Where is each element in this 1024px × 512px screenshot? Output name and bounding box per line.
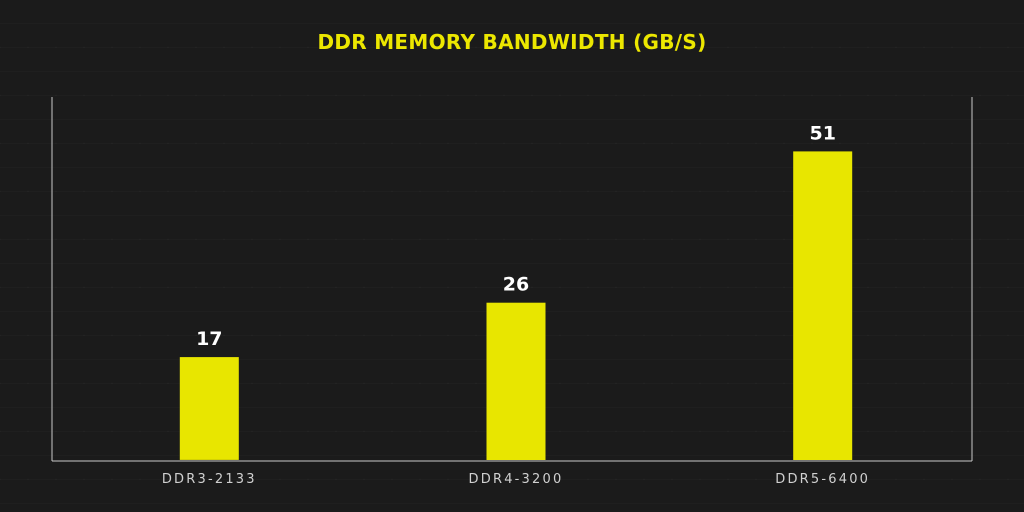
value-label-ddr5-6400: 51 bbox=[809, 122, 835, 144]
category-label-ddr5-6400: DDR5-6400 bbox=[775, 472, 870, 487]
bar-ddr4-3200 bbox=[486, 302, 546, 460]
value-label-ddr3-2133: 17 bbox=[196, 328, 222, 350]
chart-title: DDR MEMORY BANDWIDTH (GB/S) bbox=[317, 30, 707, 54]
value-label-ddr4-3200: 26 bbox=[503, 274, 529, 296]
bars-layer: 17 DDR3-2133 26 DDR4-3200 51 DDR5-6400 bbox=[162, 122, 870, 487]
category-label-ddr4-3200: DDR4-3200 bbox=[469, 472, 564, 487]
bar-ddr3-2133 bbox=[179, 357, 239, 460]
bar-ddr5-6400 bbox=[793, 151, 853, 460]
category-label-ddr3-2133: DDR3-2133 bbox=[162, 472, 257, 487]
chart-frame bbox=[51, 97, 973, 462]
